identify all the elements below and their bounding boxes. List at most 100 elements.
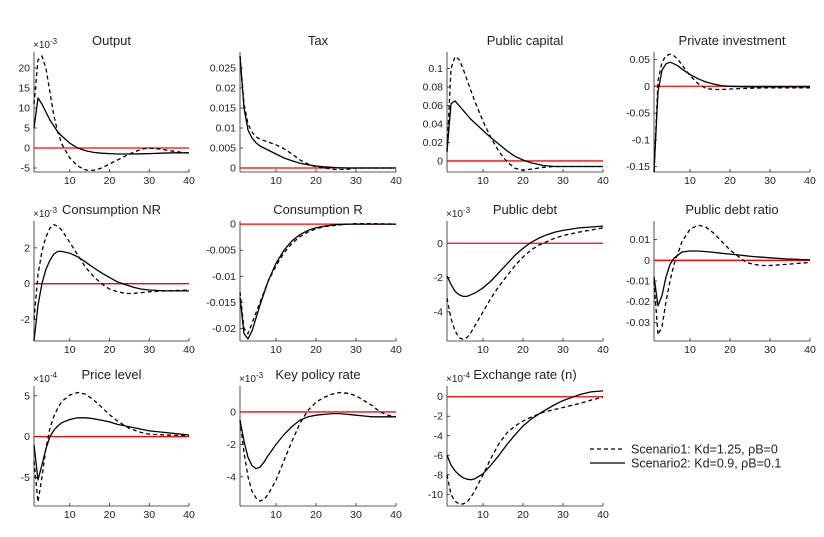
panel-title: Private investment: [679, 33, 786, 48]
y-tick-label: 0.05: [630, 54, 651, 66]
axis-exponent: ×10-4: [446, 371, 471, 385]
x-tick-label: 30: [350, 175, 362, 187]
series-scenario1: [33, 55, 190, 172]
axis-exponent: ×10-3: [33, 206, 58, 220]
x-tick-label: 20: [517, 175, 529, 187]
series-scenario2: [239, 412, 396, 470]
exponent-power: -4: [463, 371, 471, 380]
series-scenario1: [653, 224, 811, 336]
x-tick-label: 40: [183, 344, 195, 356]
panel-public-debt-ratio: Public debt ratio 10 20 30 40 -0.03 -0.02 -0.01…: [626, 202, 816, 356]
y-tick-label: 0.02: [423, 137, 444, 149]
y-tick-label: -0.005: [206, 245, 236, 257]
y-tick-label: -8: [434, 469, 443, 481]
x-tick-label: 30: [143, 509, 155, 521]
y-tick-label: -10: [428, 489, 443, 501]
exponent-base: ×10: [33, 40, 50, 51]
y-tick-label: -0.05: [626, 108, 650, 120]
x-tick-label: 30: [143, 344, 155, 356]
y-tick-label: -0.1: [632, 134, 650, 146]
axis-exponent: ×10-3: [446, 206, 471, 220]
y-tick-label: -5: [21, 163, 30, 175]
axis-exponent: ×10-4: [33, 371, 58, 385]
legend: Scenario1: Kd=1.25, ρB=0 Scenario2: Kd=0…: [590, 443, 781, 471]
exponent-power: -3: [50, 206, 58, 215]
y-tick-label: -0.01: [626, 276, 650, 288]
panel-exchange-rate-n: Exchange rate (n)×10-410 20 30 40-10-8-6-4-…: [428, 367, 609, 521]
legend-label-scenario1: Scenario1: Kd=1.25, ρB=0: [631, 443, 778, 457]
series-scenario1: [239, 391, 397, 502]
panel-output: Output ×10-3 10 20 30 40 -5 0 5 10 15 20: [18, 33, 195, 187]
x-tick-label: 10: [270, 509, 282, 521]
y-tick-label: 10: [18, 103, 30, 115]
panel-consumption-r: Consumption R 10 20 30 40 -0.02 -0.015 -0.01 -0.…: [206, 202, 402, 356]
exponent-power: -3: [50, 37, 58, 46]
panel-title: Tax: [308, 33, 329, 48]
y-tick-label: -0.02: [626, 296, 650, 308]
y-tick-label: 0: [437, 238, 443, 250]
panel-title: Exchange rate (n): [473, 367, 576, 382]
x-tick-label: 10: [684, 344, 696, 356]
exponent-base: ×10: [446, 374, 463, 385]
panel-title: Output: [92, 33, 131, 48]
panel-title: Public debt: [493, 202, 558, 217]
series-scenario2: [33, 97, 189, 155]
x-tick-label: 10: [477, 509, 489, 521]
y-tick-label: 0.08: [423, 82, 444, 94]
y-tick-label: 0: [24, 278, 30, 290]
panel-title: Key policy rate: [275, 367, 360, 382]
x-tick-label: 10: [64, 175, 76, 187]
x-tick-label: 20: [104, 344, 116, 356]
series-scenario1: [239, 222, 397, 335]
x-tick-label: 30: [350, 344, 362, 356]
x-tick-label: 40: [183, 509, 195, 521]
panel-price-level: Price level ×10-4 10 20 30 40 -5 0 5: [21, 367, 195, 521]
exponent-base: ×10: [446, 209, 463, 220]
panel-title: Consumption R: [273, 202, 363, 217]
y-tick-label: 20: [18, 63, 30, 75]
series-scenario1: [239, 55, 396, 171]
x-tick-label: 40: [390, 175, 402, 187]
series-scenario2: [33, 417, 190, 481]
x-tick-label: 20: [724, 344, 736, 356]
y-tick-label: 0.005: [210, 143, 236, 155]
series-scenario2: [446, 100, 603, 168]
y-tick-label: 0: [437, 155, 443, 167]
axis-exponent: ×10-3: [33, 37, 58, 51]
exponent-base: ×10: [33, 374, 50, 385]
y-tick-label: 0: [644, 255, 650, 267]
series-scenario2: [446, 390, 604, 481]
x-tick-label: 20: [310, 509, 322, 521]
series-scenario1: [446, 55, 603, 171]
x-tick-label: 20: [310, 344, 322, 356]
x-tick-label: 40: [390, 344, 402, 356]
series-scenario1: [653, 53, 810, 173]
y-tick-label: 0.06: [423, 100, 444, 112]
series-scenario2: [239, 55, 396, 169]
y-tick-label: -0.03: [626, 317, 650, 329]
x-tick-label: 30: [764, 175, 776, 187]
y-tick-label: 0: [24, 143, 30, 155]
y-tick-label: 0: [230, 163, 236, 175]
x-tick-label: 10: [684, 175, 696, 187]
panel-consumption-nr: Consumption NR ×10-3 10 20 30 40 -2 0 2: [21, 202, 195, 356]
y-tick-label: 0: [644, 81, 650, 93]
x-tick-label: 30: [557, 344, 569, 356]
y-tick-label: 0: [437, 391, 443, 403]
y-tick-label: 5: [24, 390, 30, 402]
y-tick-label: 0.04: [423, 119, 444, 131]
series-scenario1: [33, 391, 190, 503]
exponent-base: ×10: [239, 374, 256, 385]
x-tick-label: 30: [143, 175, 155, 187]
x-tick-label: 10: [64, 344, 76, 356]
panel-title: Public debt ratio: [685, 202, 778, 217]
y-tick-label: 0.02: [216, 83, 237, 95]
y-tick-label: 0.015: [210, 103, 236, 115]
x-tick-label: 20: [310, 175, 322, 187]
legend-label-scenario2: Scenario2: Kd=0.9, ρB=0.1: [631, 457, 781, 471]
series-scenario1: [33, 223, 190, 320]
x-tick-label: 10: [64, 509, 76, 521]
y-tick-label: 0: [24, 431, 30, 443]
y-tick-label: -4: [434, 306, 443, 318]
